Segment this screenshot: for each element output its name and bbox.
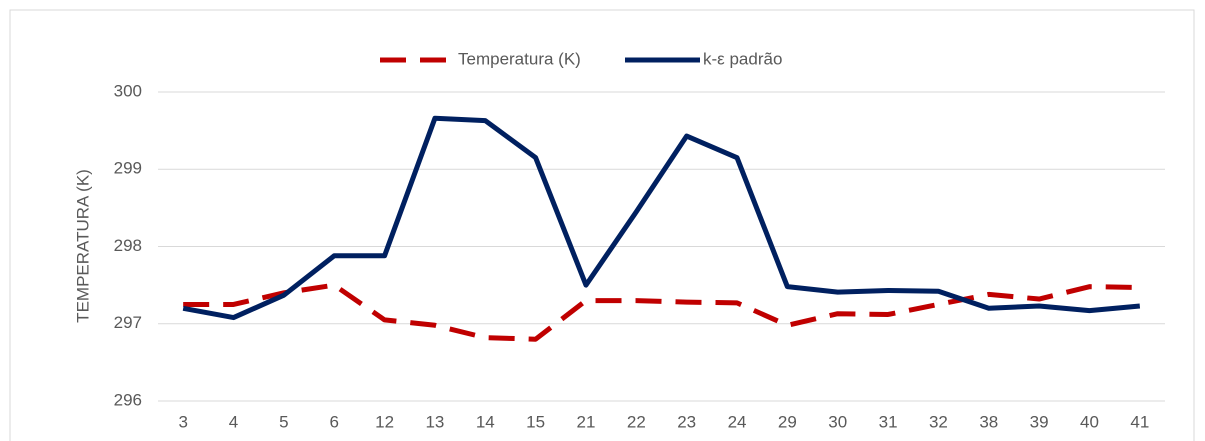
series-line xyxy=(183,282,1140,342)
y-tick-label: 298 xyxy=(114,236,142,255)
x-tick-label: 40 xyxy=(1080,412,1099,431)
x-tick-label: 21 xyxy=(577,412,596,431)
x-tick-label: 5 xyxy=(279,412,288,431)
legend-label: Temperatura (K) xyxy=(458,49,581,68)
x-tick-label: 29 xyxy=(778,412,797,431)
x-tick-label: 38 xyxy=(979,412,998,431)
y-tick-label: 296 xyxy=(114,390,142,409)
x-tick-label: 15 xyxy=(526,412,545,431)
x-tick-label: 30 xyxy=(828,412,847,431)
x-tick-label: 39 xyxy=(1030,412,1049,431)
x-tick-label: 24 xyxy=(728,412,747,431)
x-tick-label: 32 xyxy=(929,412,948,431)
x-tick-label: 4 xyxy=(229,412,238,431)
y-tick-label: 300 xyxy=(114,81,142,100)
series-line xyxy=(182,115,1141,321)
x-tick-label: 22 xyxy=(627,412,646,431)
y-axis-label: TEMPERATURA (K) xyxy=(73,169,92,323)
chart-border xyxy=(9,9,1195,441)
x-tick-label: 12 xyxy=(375,412,394,431)
x-tick-label: 41 xyxy=(1130,412,1149,431)
y-tick-label: 299 xyxy=(114,159,142,178)
legend-label: k-ε padrão xyxy=(703,49,782,68)
x-tick-label: 23 xyxy=(677,412,696,431)
x-tick-label: 31 xyxy=(879,412,898,431)
x-tick-label: 6 xyxy=(329,412,338,431)
x-tick-label: 14 xyxy=(476,412,495,431)
y-tick-label: 297 xyxy=(114,313,142,332)
x-tick-label: 3 xyxy=(178,412,187,431)
x-tick-label: 13 xyxy=(425,412,444,431)
